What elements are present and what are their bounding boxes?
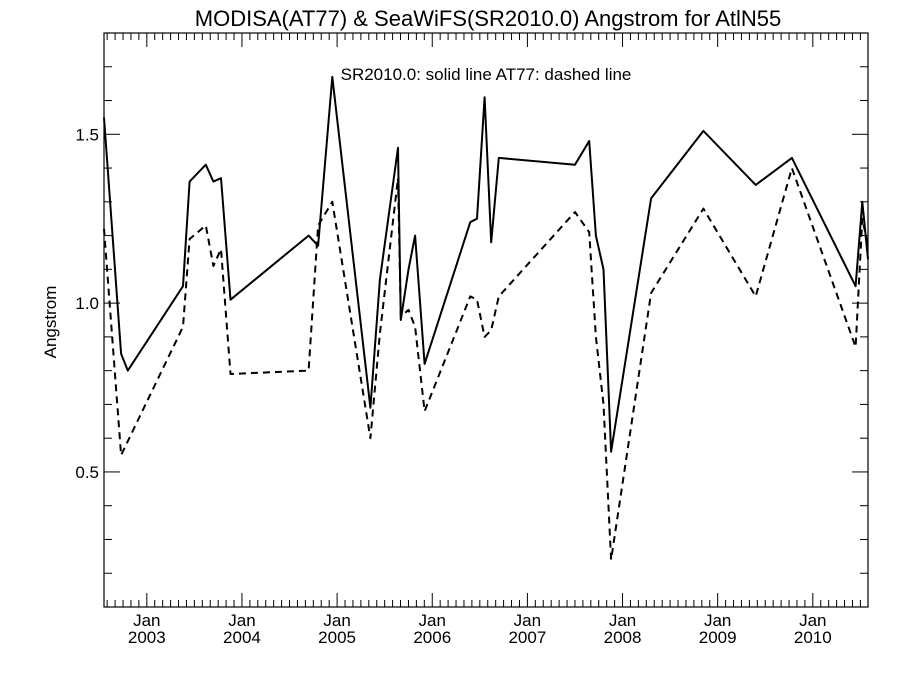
x-tick-year-label: 2005 [318, 628, 356, 647]
y-tick-label: 1.0 [75, 294, 99, 313]
x-tick-month-label: Jan [419, 611, 446, 630]
x-tick-year-label: 2004 [223, 628, 261, 647]
x-tick-month-label: Jan [323, 611, 350, 630]
series-lines [103, 75, 869, 561]
x-tick-month-label: Jan [609, 611, 636, 630]
x-tick-month-label: Jan [228, 611, 255, 630]
x-tick-year-label: 2009 [699, 628, 737, 647]
x-tick-year-label: 2007 [508, 628, 546, 647]
chart-title: MODISA(AT77) & SeaWiFS(SR2010.0) Angstro… [195, 6, 781, 31]
x-tick-year-label: 2008 [604, 628, 642, 647]
x-tick-year-label: 2010 [794, 628, 832, 647]
x-tick-month-label: Jan [133, 611, 160, 630]
series-line-at77 [103, 167, 869, 561]
y-tick-label: 1.5 [75, 125, 99, 144]
axis-ticks [104, 33, 868, 607]
series-line-sr2010-0 [103, 75, 869, 453]
x-tick-month-label: Jan [514, 611, 541, 630]
tick-labels: 0.51.01.5Jan2003Jan2004Jan2005Jan2006Jan… [75, 125, 831, 647]
x-tick-month-label: Jan [704, 611, 731, 630]
legend-note: SR2010.0: solid line AT77: dashed line [341, 65, 632, 84]
x-tick-year-label: 2003 [128, 628, 166, 647]
plot-area-frame [103, 32, 869, 608]
y-axis-label: Angstrom [41, 286, 60, 359]
x-tick-year-label: 2006 [413, 628, 451, 647]
y-tick-label: 0.5 [75, 463, 99, 482]
x-tick-month-label: Jan [799, 611, 826, 630]
